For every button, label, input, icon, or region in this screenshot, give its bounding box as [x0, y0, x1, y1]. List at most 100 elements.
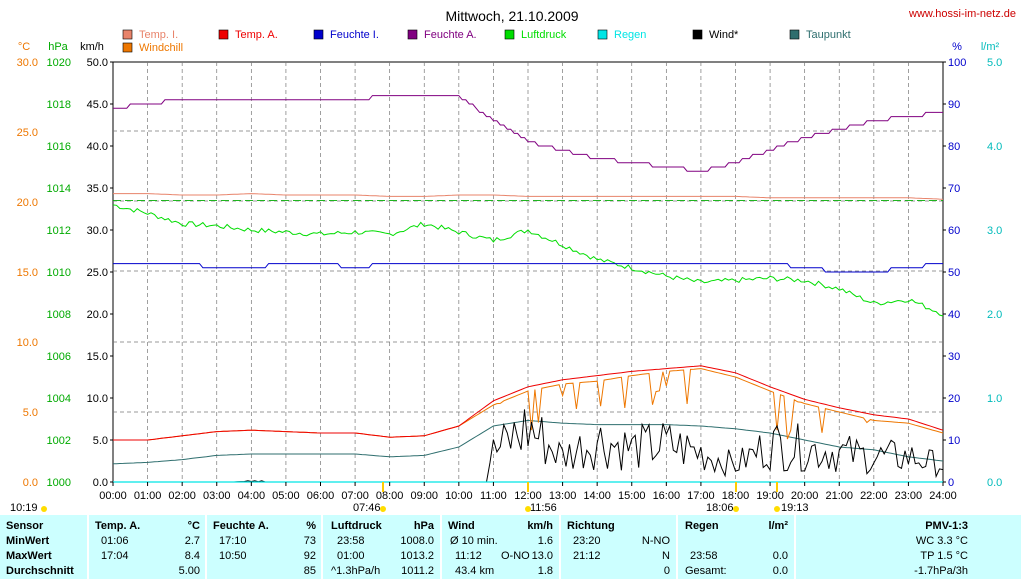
temp-tick: 10.0: [17, 337, 38, 349]
x-tick-label: 07:00: [341, 490, 369, 502]
pressure-tick: 1004: [47, 393, 71, 405]
wind-avg: 1.8: [537, 565, 553, 577]
legend-swatch: [218, 29, 229, 40]
rain-total: 0.0: [772, 565, 788, 577]
wind-tick: 0.0: [93, 477, 108, 489]
temp-tick: 5.0: [23, 407, 38, 419]
hum-max: 92: [303, 550, 316, 562]
x-tick-label: 24:00: [929, 490, 957, 502]
legend-label: Feuchte A.: [424, 29, 477, 41]
legend-label: Feuchte I.: [330, 29, 379, 41]
pmv-wc: WC 3.3 °C: [915, 535, 968, 547]
x-tick-label: 09:00: [410, 490, 438, 502]
rain-total-label: Gesamt:: [685, 565, 727, 577]
hum-avg: 85: [303, 565, 316, 577]
x-tick-label: 22:00: [860, 490, 888, 502]
wind-tick: 45.0: [87, 99, 108, 111]
series-luftdruck: [112, 204, 944, 317]
rain-tick: 1.0: [987, 393, 1002, 405]
pressure-tick: 1006: [47, 351, 71, 363]
x-tick-label: 13:00: [549, 490, 577, 502]
humidity-tick: 90: [948, 99, 960, 111]
pres-min: 1008.0: [400, 535, 434, 547]
x-tick-label: 12:00: [514, 490, 542, 502]
wind-max: 13.0: [531, 550, 553, 562]
temp-tick: 20.0: [17, 197, 38, 209]
website-label[interactable]: www.hossi-im-netz.de: [908, 8, 1016, 20]
chart-legend: Temp. I. Temp. A. Feuchte I. Feuchte A. Luft…: [122, 29, 851, 54]
marker-label: 10:19: [10, 502, 38, 514]
axis-ticks: 30.025.020.015.010.05.00.010201018101610…: [17, 57, 1003, 489]
legend-swatch: [122, 29, 133, 40]
temp-tick: 25.0: [17, 127, 38, 139]
marker-label: 11:56: [530, 502, 557, 514]
legend-swatch: [407, 29, 418, 40]
temp-tick: 15.0: [17, 267, 38, 279]
series-feuchte-a: [113, 95, 943, 172]
pres-unit: hPa: [413, 520, 434, 532]
pressure-tick: 1012: [47, 225, 71, 237]
pressure-tick: 1002: [47, 435, 71, 447]
pmv-tp: TP 1.5 °C: [920, 550, 968, 562]
wind-tick: 30.0: [87, 225, 108, 237]
legend-swatch: [122, 42, 133, 53]
rain-r2-time: 23:58: [690, 550, 718, 562]
humidity-tick: 0: [948, 477, 954, 489]
pressure-tick: 1008: [47, 309, 71, 321]
x-tick-label: 08:00: [376, 490, 404, 502]
pressure-tick: 1000: [47, 477, 71, 489]
marker-label: 07:46: [353, 502, 381, 514]
wind-avg10-label: Ø 10 min.: [450, 535, 498, 547]
pres-avg: 1011.2: [401, 565, 434, 577]
hum-min: 73: [303, 535, 316, 547]
x-tick-label: 23:00: [895, 490, 923, 502]
x-tick-label: 16:00: [653, 490, 681, 502]
row-label-avg: Durchschnitt: [6, 565, 74, 577]
legend-label: Taupunkt: [806, 29, 851, 41]
humidity-tick: 20: [948, 393, 960, 405]
legend-label: Regen: [614, 29, 646, 41]
rain-head: Regen: [685, 520, 719, 532]
pres-trend: ^1.3hPa/h: [331, 565, 381, 577]
wind-axis-label: km/h: [80, 41, 104, 53]
wind-distance: 43.4 km: [455, 565, 495, 577]
humidity-tick: 70: [948, 183, 960, 195]
sun-icon: [380, 506, 386, 512]
hum-max-time: 10:50: [219, 550, 247, 562]
x-tick-label: 00:00: [99, 490, 127, 502]
wind-unit: km/h: [527, 520, 553, 532]
wind-tick: 40.0: [87, 141, 108, 153]
x-tick-label: 06:00: [307, 490, 335, 502]
series-temp-i: [113, 193, 944, 200]
wind-tick: 35.0: [87, 183, 108, 195]
humidity-tick: 10: [948, 435, 960, 447]
pmv-trend: -1.7hPa/3h: [914, 565, 968, 577]
temp-min-time: 01:06: [101, 535, 129, 547]
pressure-tick: 1010: [47, 267, 71, 279]
x-tick-label: 02:00: [168, 490, 196, 502]
pressure-tick: 1020: [47, 57, 71, 69]
rain-axis-label: l/m²: [981, 41, 1000, 53]
temp-tick: 30.0: [17, 57, 38, 69]
sun-icon: [41, 506, 47, 512]
dir-r2: N: [662, 550, 670, 562]
pres-min-time: 23:58: [337, 535, 365, 547]
rain-tick: 5.0: [987, 57, 1002, 69]
x-tick-label: 17:00: [687, 490, 715, 502]
rain-tick: 4.0: [987, 141, 1002, 153]
pres-max-time: 01:00: [337, 550, 365, 562]
x-tick-label: 05:00: [272, 490, 300, 502]
legend-swatch: [692, 29, 703, 40]
row-label-max: MaxWert: [6, 550, 52, 562]
sun-icon: [733, 506, 739, 512]
x-tick-label: 15:00: [618, 490, 646, 502]
legend-label: Temp. I.: [139, 29, 178, 41]
weather-chart: Mittwoch, 21.10.2009 www.hossi-im-netz.d…: [10, 8, 1016, 514]
temp-axis-label: °C: [18, 41, 30, 53]
wind-tick: 50.0: [87, 57, 108, 69]
rain-tick: 0.0: [987, 477, 1002, 489]
pressure-axis-label: hPa: [48, 41, 68, 53]
x-tick-label: 18:00: [722, 490, 750, 502]
row-label-sensor: Sensor: [6, 520, 44, 532]
chart-grid: [112, 61, 944, 483]
